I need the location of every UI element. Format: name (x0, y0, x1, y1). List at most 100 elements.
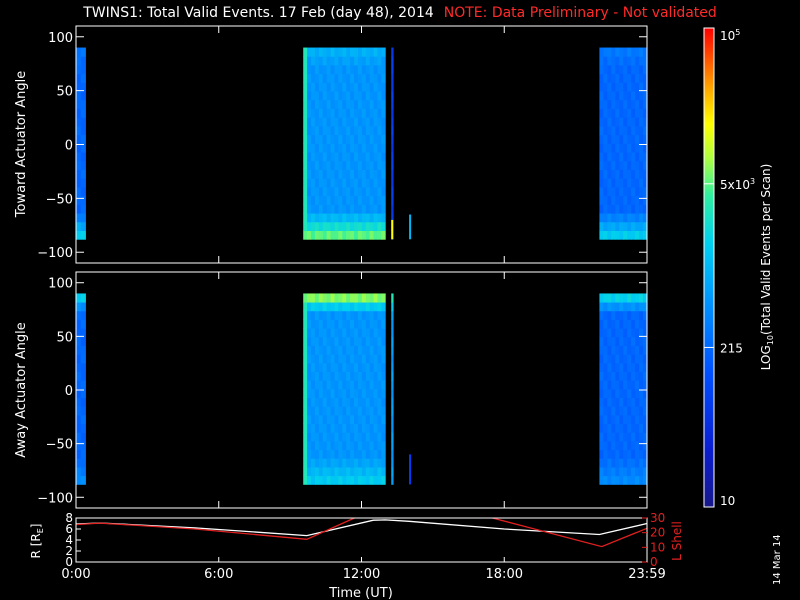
heatmap-cell (350, 345, 355, 355)
heatmap-cell (369, 187, 374, 197)
heatmap-cell (635, 204, 640, 214)
heatmap-cell (603, 91, 608, 101)
heatmap-cell (303, 160, 308, 170)
heatmap-cell (365, 82, 371, 92)
heatmap-cell (338, 449, 343, 459)
heatmap-cell (603, 414, 608, 425)
heatmap-cell (623, 99, 628, 109)
heatmap-cell (607, 345, 612, 355)
heatmap-cell (615, 160, 620, 170)
heatmap-cell (357, 108, 363, 118)
heatmap-cell (338, 160, 343, 170)
heatmap-cell (377, 293, 382, 303)
heatmap-cell (350, 406, 355, 416)
heatmap-cell (615, 56, 620, 66)
heatmap-cell (627, 449, 632, 459)
heatmap-cell (346, 230, 351, 240)
heatmap-cell (303, 362, 308, 372)
heatmap-cell (357, 195, 363, 205)
heatmap-cell (639, 432, 644, 442)
heatmap-cell (322, 91, 328, 101)
heatmap-cell (631, 467, 636, 477)
heatmap-cell (611, 125, 616, 136)
heatmap-cell (611, 56, 616, 66)
heatmap-cell (311, 204, 316, 214)
heatmap-cell (639, 213, 644, 223)
heatmap-cell (373, 467, 378, 477)
chart-title: TWINS1: Total Valid Events. 17 Feb (day … (0, 5, 800, 21)
heatmap-cell (627, 160, 632, 170)
heatmap-cell (607, 432, 612, 442)
heatmap-cell (361, 99, 367, 109)
heatmap-cell (599, 64, 604, 75)
heatmap-cell (615, 91, 620, 101)
heatmap-cell (326, 169, 331, 179)
toward-heatmap (76, 47, 648, 240)
heatmap-cell (599, 406, 604, 416)
heatmap-cell (627, 345, 632, 355)
heatmap-cell (322, 169, 328, 179)
heatmap-cell (76, 230, 82, 240)
heatmap-cell (603, 230, 608, 240)
heatmap-cell (357, 125, 363, 136)
heatmap-cell (623, 414, 628, 425)
heatmap-cell (80, 178, 86, 188)
heatmap-cell (338, 134, 343, 144)
away-y-label: Away Actuator Angle (14, 322, 29, 457)
heatmap-cell (377, 99, 382, 109)
heatmap-cell (623, 73, 628, 83)
heatmap-cell (603, 187, 608, 197)
heatmap-cell (322, 160, 328, 170)
heatmap-cell (627, 302, 632, 312)
heatmap-cell (373, 310, 378, 320)
heatmap-cell (627, 143, 632, 153)
heatmap-cell (76, 99, 82, 109)
heatmap-cell (342, 388, 347, 399)
heatmap-cell (322, 221, 328, 231)
heatmap-cell (381, 91, 386, 101)
heatmap-cell (346, 187, 351, 197)
heatmap-cell (342, 169, 347, 179)
heatmap-cell (338, 221, 343, 231)
heatmap-cell (330, 467, 335, 477)
colorbar-tick-label: 105 (720, 28, 740, 43)
heatmap-cell (619, 213, 624, 223)
heatmap-cell (338, 293, 343, 303)
heatmap-cell (354, 310, 359, 320)
heatmap-cell (635, 362, 640, 372)
heatmap-cell (76, 152, 82, 162)
heatmap-cell (318, 302, 324, 312)
heatmap-cell (330, 195, 335, 205)
heatmap-cell (611, 64, 616, 75)
heatmap-cell (603, 388, 608, 399)
heatmap-cell (603, 56, 608, 66)
heatmap-cell (80, 467, 86, 477)
heatmap-cell (80, 221, 86, 231)
heatmap-cell (342, 328, 347, 338)
heatmap-cell (643, 117, 648, 127)
heatmap-cell (377, 397, 382, 407)
heatmap-cell (369, 345, 374, 355)
heatmap-cell (599, 432, 604, 442)
heatmap-cell (603, 423, 608, 433)
heatmap-cell (619, 91, 624, 101)
heatmap-cell (607, 354, 612, 364)
heatmap-cell (615, 328, 620, 338)
heatmap-cell (80, 310, 86, 320)
heatmap-cell (639, 475, 644, 485)
y-tick-label: 0 (65, 139, 73, 154)
heatmap-cell (627, 230, 632, 240)
heatmap-cell (80, 91, 86, 101)
heatmap-cell (354, 125, 359, 136)
heatmap-cell (619, 99, 624, 109)
heatmap-cell (346, 204, 351, 214)
heatmap-cell (627, 47, 632, 57)
heatmap-cell (607, 449, 612, 459)
heatmap-cell (623, 134, 628, 144)
heatmap-cell (381, 117, 386, 127)
heatmap-cell (643, 423, 648, 433)
heatmap-cell (342, 414, 347, 425)
heatmap-cell (607, 423, 612, 433)
heatmap-cell (603, 134, 608, 144)
heatmap-cell (619, 441, 624, 451)
